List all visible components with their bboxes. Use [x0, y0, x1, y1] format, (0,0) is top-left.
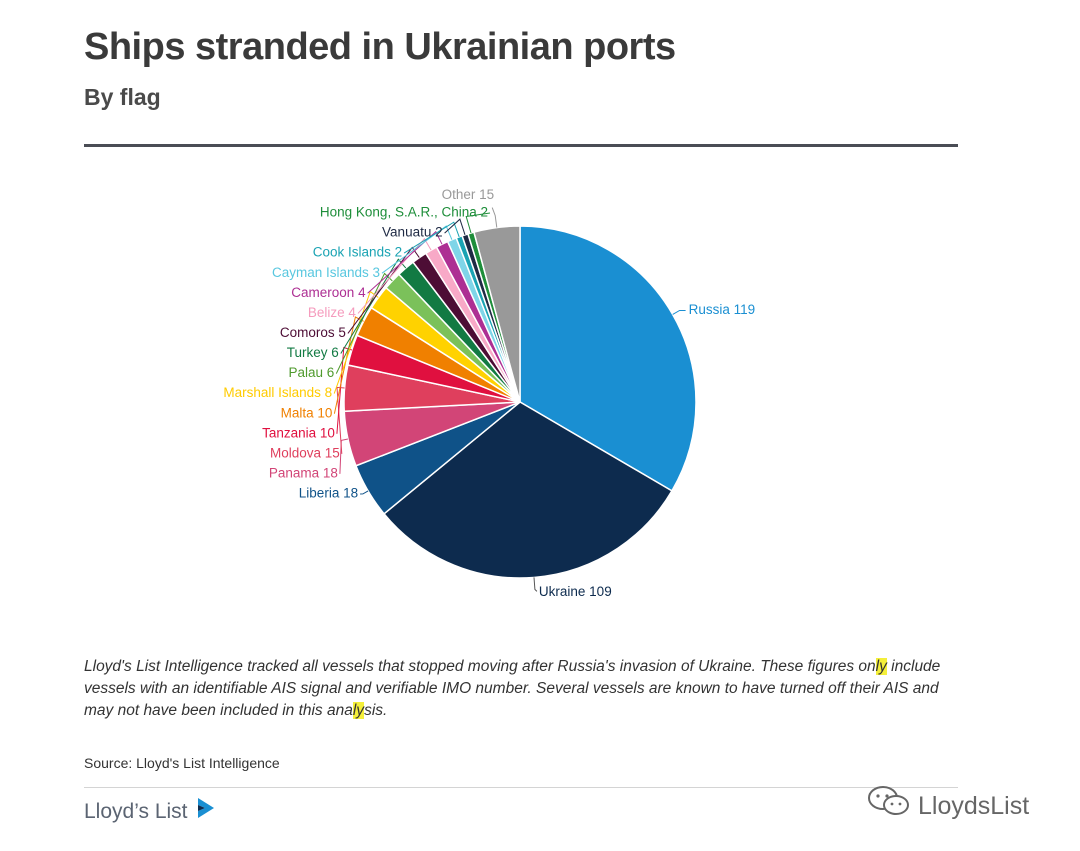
- slice-label-moldova: Moldova 15: [270, 445, 340, 460]
- note-text-1: Lloyd's List Intelligence tracked all ve…: [84, 658, 876, 675]
- title-divider: [84, 144, 958, 147]
- source-text: Source: Lloyd's List Intelligence: [84, 755, 280, 771]
- slice-label-panama: Panama 18: [269, 465, 338, 480]
- slice-label-ukraine: Ukraine 109: [539, 584, 612, 599]
- pie-slice-other: [473, 225, 521, 403]
- slice-label-cameroon: Cameroon 4: [291, 285, 366, 300]
- leader-line: [403, 221, 460, 254]
- slice-label-other: Other 15: [442, 187, 495, 202]
- methodology-note: Lloyd's List Intelligence tracked all ve…: [84, 656, 964, 722]
- slice-label-cayman-islands: Cayman Islands 3: [272, 265, 380, 280]
- slice-label-comoros: Comoros 5: [280, 325, 346, 340]
- slice-label-marshall-islands: Marshall Islands 8: [223, 385, 332, 400]
- leader-line: [336, 346, 353, 434]
- chat-bubble-icon: [868, 786, 909, 815]
- note-highlight-2: ly: [352, 702, 365, 719]
- slice-label-cook-islands: Cook Islands 2: [313, 245, 402, 260]
- leader-line: [381, 225, 453, 274]
- slice-label-vanuatu: Vanuatu 2: [382, 225, 443, 240]
- leader-line: [336, 386, 345, 454]
- leader-line: [360, 490, 369, 495]
- slice-label-malta: Malta 10: [281, 405, 333, 420]
- slice-label-tanzania: Tanzania 10: [262, 425, 335, 440]
- leader-line: [672, 310, 686, 315]
- leader-line: [340, 258, 407, 354]
- chart-title: Ships stranded in Ukrainian ports: [84, 26, 676, 68]
- pie-slice-ukraine: [383, 401, 673, 579]
- note-text-2: include vessels with an identifiable AIS…: [84, 658, 941, 719]
- slice-label-belize: Belize 4: [308, 305, 357, 320]
- pie-slice-russia: [519, 225, 697, 492]
- logo-arrow-icon: [198, 798, 215, 818]
- slice-label-liberia: Liberia 18: [299, 486, 358, 501]
- pie-chart: Russia 119 Ukraine 109 Other 15 Liberia 18 P…: [223, 187, 756, 599]
- watermark: LloydsList: [866, 784, 1029, 821]
- logo-text: Lloyd’s List: [84, 800, 188, 823]
- slice-label-turkey: Turkey 6: [287, 345, 339, 360]
- watermark-text: LloydsList: [918, 792, 1030, 820]
- slice-label-russia: Russia 119: [689, 302, 756, 317]
- leader-line: [357, 237, 432, 314]
- leader-line: [444, 218, 466, 235]
- slice-label-hong-kong-s-a-r-china: Hong Kong, S.A.R., China 2: [320, 205, 488, 220]
- note-text-3: sis.: [364, 702, 388, 719]
- note-highlight-1: ly: [875, 658, 887, 675]
- chart-subtitle: By flag: [84, 84, 161, 110]
- leader-line: [533, 577, 538, 592]
- leader-line: [367, 230, 443, 294]
- leader-line: [491, 207, 498, 228]
- footer-divider: [84, 787, 958, 788]
- leader-line: [465, 212, 491, 234]
- lloyds-list-logo: Lloyd’s List: [84, 796, 216, 824]
- slice-label-palau: Palau 6: [289, 365, 335, 380]
